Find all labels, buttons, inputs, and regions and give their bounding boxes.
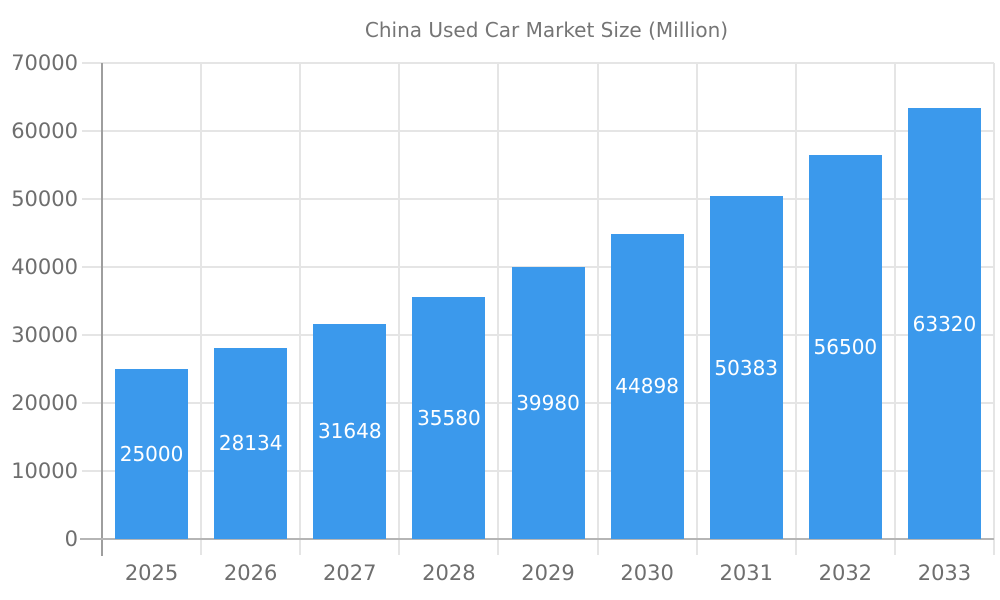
bar[interactable] [115, 369, 189, 539]
x-tick-label: 2028 [422, 561, 476, 585]
y-tick-label: 20000 [11, 391, 78, 415]
y-tick-label: 0 [64, 527, 78, 551]
x-gridline [497, 63, 500, 555]
bar-value-label: 28134 [218, 431, 283, 456]
bar[interactable] [214, 347, 288, 539]
legend-label: China Used Car Market Size (Million) [364, 18, 729, 42]
x-tick-label: 2033 [917, 561, 972, 585]
bar-value-label: 35580 [417, 406, 481, 431]
x-tick-label: 2029 [521, 561, 575, 585]
x-gridline [695, 63, 698, 555]
x-axis-line [80, 538, 994, 540]
bar-value-label: 50383 [714, 355, 779, 380]
x-gridline [794, 63, 797, 555]
y-gridline [82, 266, 994, 268]
bar-value-label: 63320 [912, 311, 977, 336]
y-gridline [82, 198, 994, 200]
bar[interactable] [412, 297, 486, 539]
bar-value-label: 39980 [516, 391, 580, 416]
y-tick-label: 10000 [11, 459, 78, 483]
x-tick-label: 2030 [620, 561, 674, 585]
x-gridline [596, 63, 599, 555]
y-gridline [82, 62, 994, 64]
x-tick-label: 2027 [323, 561, 377, 585]
y-tick-label: 30000 [11, 323, 78, 347]
bar-value-label: 31648 [317, 419, 382, 444]
x-tick-label: 2032 [818, 561, 873, 585]
bar[interactable] [610, 233, 684, 539]
legend[interactable]: China Used Car Market Size (Million) [0, 18, 1000, 42]
bar[interactable] [907, 108, 981, 539]
y-tick-label: 70000 [11, 51, 78, 75]
bar[interactable] [808, 154, 882, 539]
bar-value-label: 56500 [813, 334, 878, 359]
y-gridline [82, 130, 994, 132]
bar[interactable] [709, 196, 783, 539]
x-gridline [993, 63, 995, 555]
x-tick-label: 2031 [719, 561, 773, 585]
x-tick-label: 2025 [124, 561, 179, 585]
y-tick-label: 50000 [11, 187, 78, 211]
x-gridline [200, 63, 203, 555]
x-gridline [299, 63, 302, 555]
bar-value-label: 25000 [119, 442, 184, 466]
y-axis-line [101, 63, 103, 556]
x-gridline [398, 63, 401, 555]
bar[interactable] [313, 323, 387, 539]
y-tick-label: 40000 [11, 255, 78, 279]
x-gridline [893, 63, 896, 555]
bar[interactable] [511, 267, 585, 539]
x-tick-label: 2026 [223, 561, 278, 585]
bar-value-label: 44898 [615, 374, 679, 399]
y-tick-label: 60000 [11, 119, 78, 143]
